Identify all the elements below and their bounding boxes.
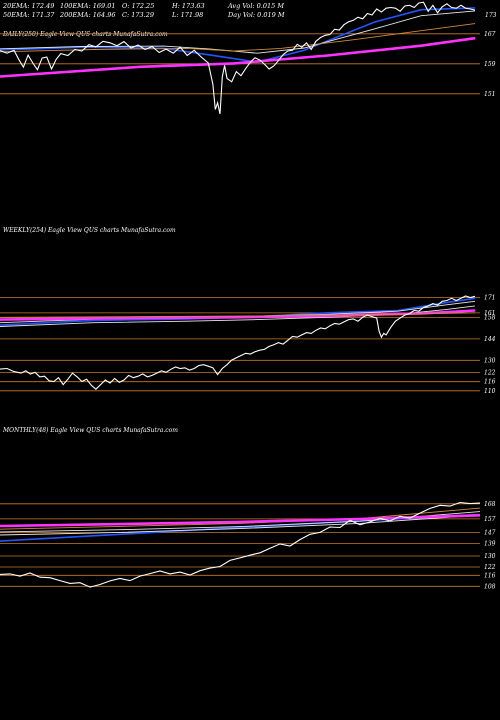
ema200-readout: 200EMA: 164.96 [60,11,116,19]
monthly-panel-title: MONTHLY(48) Eagle View QUS charts Munafa… [3,427,178,434]
weekly-tick-label: 110 [484,388,496,395]
ema100-readout: 100EMA: 169.01 [60,2,116,10]
close-readout: C: 173.29 [122,11,154,19]
monthly-ema-line [0,507,481,530]
weekly-tick-label: 158 [484,315,496,322]
weekly-ema-line [0,305,476,327]
daily-ema-line [0,7,476,64]
weekly-tick-label: 130 [484,357,496,364]
daily-ema-line [0,36,476,78]
monthly-tick-label: 116 [484,572,496,579]
daily-ema-line [0,10,476,54]
weekly-price-line [0,295,476,390]
weekly-panel-title: WEEKLY(254) Eagle View QUS charts Munafa… [3,227,176,234]
daily-tick-label: 151 [484,91,495,98]
ema50-readout: 50EMA: 171.37 [3,11,55,19]
open-readout: O: 172.25 [122,2,155,10]
ema20-readout: 20EMA: 172.49 [3,2,55,10]
monthly-tick-label: 147 [484,530,496,537]
monthly-price-line [0,501,481,588]
monthly-tick-label: 130 [484,553,496,560]
daily-tick-label: 167 [484,31,496,38]
monthly-tick-label: 108 [484,583,496,590]
monthly-ema-line [0,514,481,528]
monthly-tick-label: 139 [484,541,496,548]
weekly-ema-line [0,297,476,326]
monthly-ema-line [0,514,481,536]
weekly-ema-line [0,312,476,318]
daily-panel-title: DAILY(250) Eagle View QUS charts MunafaS… [3,31,168,38]
high-readout: H: 173.63 [172,2,205,10]
daily-price-line [0,1,476,115]
daily-tick-label: 159 [484,61,496,68]
avg-vol-readout: Avg Vol: 0.015 M [228,2,285,10]
weekly-tick-label: 144 [484,336,496,343]
corner-price-label: 173 [485,12,497,19]
daily-panel: 167 159 151 [0,1,496,115]
monthly-tick-label: 157 [484,516,496,523]
weekly-tick-label: 171 [484,295,495,302]
weekly-tick-label: 116 [484,379,496,386]
weekly-tick-label: 122 [484,370,496,377]
weekly-ema-line [0,309,476,321]
daily-ema-line [0,23,476,53]
weekly-tick-label: 161 [484,310,495,317]
day-vol-readout: Day Vol: 0.019 M [228,11,285,19]
low-readout: L: 171.98 [172,11,204,19]
monthly-tick-label: 168 [484,501,496,508]
monthly-tick-label: 122 [484,564,496,571]
